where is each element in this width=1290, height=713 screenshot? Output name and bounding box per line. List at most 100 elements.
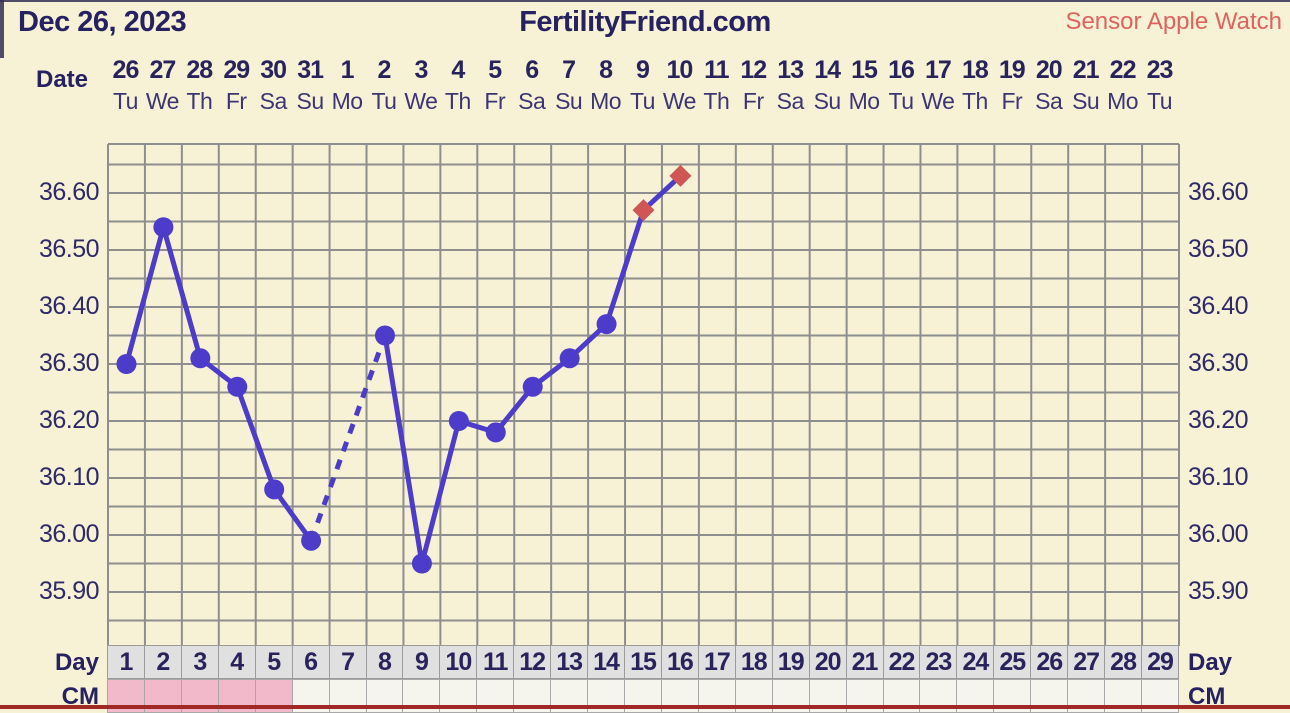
- day-cell-21[interactable]: 21: [845, 645, 884, 679]
- weekday-cell: Su: [813, 88, 842, 114]
- date-axis-label: Date: [36, 66, 89, 93]
- temp-point-circle[interactable]: [301, 530, 322, 551]
- weekday-cell: Mo: [331, 88, 363, 114]
- day-cell-12[interactable]: 12: [513, 645, 552, 679]
- day-cell-6[interactable]: 6: [291, 645, 330, 679]
- date-cell: 15: [851, 56, 878, 84]
- day-cell-26[interactable]: 26: [1030, 645, 1069, 679]
- day-cell-3[interactable]: 3: [180, 645, 219, 679]
- day-cell-28[interactable]: 28: [1104, 645, 1143, 679]
- y-tick-label: 36.30: [38, 349, 100, 377]
- chart-start-date: Dec 26, 2023: [18, 6, 187, 38]
- bbt-line-segment: [382, 335, 425, 564]
- weekday-cell: Su: [296, 88, 325, 114]
- temp-point-circle[interactable]: [485, 422, 506, 443]
- weekday-cell: Fr: [742, 88, 764, 114]
- weekday-cell: Tu: [112, 88, 138, 114]
- weekday-cell: We: [921, 88, 955, 114]
- weekday-cell: Mo: [590, 88, 622, 114]
- weekday-cell: Su: [555, 88, 583, 114]
- day-cell-11[interactable]: 11: [476, 645, 515, 679]
- day-cell-25[interactable]: 25: [993, 645, 1032, 679]
- day-cell-27[interactable]: 27: [1067, 645, 1106, 679]
- day-cell-8[interactable]: 8: [365, 645, 404, 679]
- date-cell: 20: [1035, 56, 1063, 84]
- day-cell-4[interactable]: 4: [217, 645, 256, 679]
- y-tick-label: 36.40: [38, 292, 100, 320]
- weekday-cell: Fr: [225, 88, 247, 114]
- y-tick-label: 35.90: [1188, 577, 1249, 605]
- temp-point-circle[interactable]: [190, 348, 211, 369]
- day-cell-18[interactable]: 18: [734, 645, 773, 679]
- day-cell-29[interactable]: 29: [1141, 645, 1179, 679]
- weekday-cell: Sa: [518, 88, 546, 114]
- temp-point-circle[interactable]: [596, 314, 617, 335]
- day-cell-24[interactable]: 24: [956, 645, 995, 679]
- date-cell: 26: [112, 56, 140, 84]
- date-cell: 10: [666, 56, 694, 84]
- window-left-edge: [0, 0, 4, 58]
- date-cell: 11: [704, 56, 729, 84]
- window-top-border: [0, 0, 1290, 2]
- day-cell-5[interactable]: 5: [254, 645, 293, 679]
- weekday-cell: Mo: [848, 88, 880, 114]
- y-tick-label: 36.10: [1188, 463, 1249, 491]
- temp-point-circle[interactable]: [264, 479, 285, 500]
- weekday-cell: Tu: [888, 88, 914, 114]
- weekday-cell: Tu: [1147, 88, 1173, 114]
- date-cell: 28: [186, 56, 213, 84]
- day-cell-22[interactable]: 22: [882, 645, 921, 679]
- bbt-line-segment: [419, 420, 462, 565]
- date-cell: 14: [814, 56, 841, 84]
- temp-point-circle[interactable]: [153, 217, 174, 238]
- date-cell: 13: [777, 56, 804, 84]
- y-tick-label: 36.10: [38, 463, 100, 491]
- day-cell-17[interactable]: 17: [697, 645, 736, 679]
- y-tick-label: 36.60: [1188, 178, 1249, 206]
- y-tick-label: 36.40: [1188, 292, 1249, 320]
- day-cell-13[interactable]: 13: [550, 645, 589, 679]
- day-cell-16[interactable]: 16: [660, 645, 699, 679]
- date-cell: 3: [414, 56, 428, 84]
- weekday-cell: Th: [961, 88, 988, 114]
- y-tick-label: 36.00: [38, 520, 100, 548]
- day-cell-2[interactable]: 2: [143, 645, 182, 679]
- temp-point-circle[interactable]: [116, 354, 137, 374]
- weekday-cell: Th: [444, 88, 471, 114]
- y-tick-label: 36.20: [38, 406, 100, 434]
- day-cell-20[interactable]: 20: [808, 645, 847, 679]
- date-cell: 21: [1072, 56, 1100, 84]
- weekday-cell: Mo: [1107, 88, 1139, 114]
- day-cell-14[interactable]: 14: [587, 645, 626, 679]
- day-row-label-right: Day: [1188, 649, 1233, 676]
- weekday-cell: Su: [1072, 88, 1100, 114]
- bbt-line-segment: [124, 226, 166, 365]
- weekday-cell: Fr: [1001, 88, 1023, 114]
- y-tick-label: 35.90: [38, 577, 100, 605]
- day-cell-10[interactable]: 10: [439, 645, 478, 679]
- day-cell-9[interactable]: 9: [402, 645, 441, 679]
- date-cell: 1: [340, 56, 355, 84]
- temp-point-circle[interactable]: [522, 376, 543, 397]
- temp-point-circle[interactable]: [448, 411, 469, 431]
- temp-point-circle[interactable]: [374, 325, 395, 346]
- day-cell-15[interactable]: 15: [624, 645, 662, 679]
- day-cell-19[interactable]: 19: [771, 645, 810, 679]
- bbt-line-segment: [272, 487, 314, 543]
- temp-point-circle[interactable]: [411, 553, 432, 574]
- temp-point-diamond[interactable]: [632, 199, 655, 222]
- bbt-line-segment: [641, 174, 683, 212]
- day-cell-1[interactable]: 1: [107, 645, 145, 679]
- date-cell: 2: [377, 56, 392, 84]
- weekday-cell: We: [145, 88, 180, 114]
- temp-point-diamond[interactable]: [669, 164, 692, 187]
- temp-point-circle[interactable]: [559, 348, 580, 369]
- weekday-cell: Tu: [629, 88, 655, 114]
- y-tick-label: 36.00: [1188, 520, 1249, 548]
- date-cell: 31: [297, 56, 324, 84]
- temp-point-circle[interactable]: [227, 376, 248, 397]
- day-cell-23[interactable]: 23: [919, 645, 958, 679]
- bbt-line-dashed-gap: [308, 334, 388, 542]
- day-cell-7[interactable]: 7: [328, 645, 367, 679]
- date-cell: 12: [740, 56, 767, 84]
